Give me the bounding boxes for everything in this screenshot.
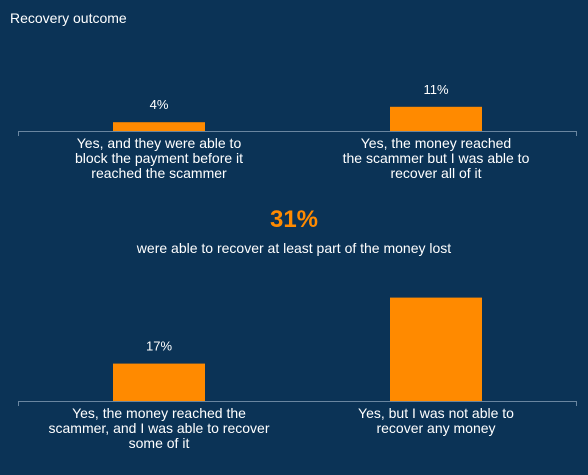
bar-2	[390, 106, 482, 131]
bar-3	[113, 363, 205, 401]
category-label-line: reached the scammer	[91, 165, 227, 181]
bar-1	[113, 122, 205, 131]
value-label-3: 17%	[146, 339, 172, 354]
category-label-line: recover all of it	[390, 165, 482, 181]
category-label-line: Yes, the money reached	[360, 135, 512, 151]
category-label-line: some of it	[128, 435, 190, 451]
category-label-1: Yes, and they were able to block the paym…	[29, 136, 289, 181]
category-label-2: Yes, the money reached the scammer but I …	[306, 136, 566, 181]
category-label-line: the scammer but I was able to	[342, 150, 530, 166]
category-label-line: recover any money	[376, 420, 496, 436]
category-label-3: Yes, the money reached the scammer, and I…	[29, 406, 289, 451]
bar-4	[390, 297, 482, 401]
category-label-line: scammer, and I was able to recover	[48, 420, 270, 436]
category-label-line: block the payment before it	[74, 150, 244, 166]
category-label-line: Yes, but I was not able to	[358, 405, 514, 421]
value-label-1: 4%	[150, 97, 169, 112]
highlight-percentage: 31%	[269, 206, 319, 233]
chart-title: Recovery outcome	[10, 10, 127, 26]
highlight-caption: were able to recover at least part of th…	[136, 240, 452, 256]
value-label-2: 11%	[423, 82, 448, 97]
category-label-line: Yes, the money reached the	[72, 405, 246, 421]
category-label-line: Yes, and they were able to	[76, 135, 242, 151]
category-label-4: Yes, but I was not able to recover any mo…	[306, 406, 566, 436]
